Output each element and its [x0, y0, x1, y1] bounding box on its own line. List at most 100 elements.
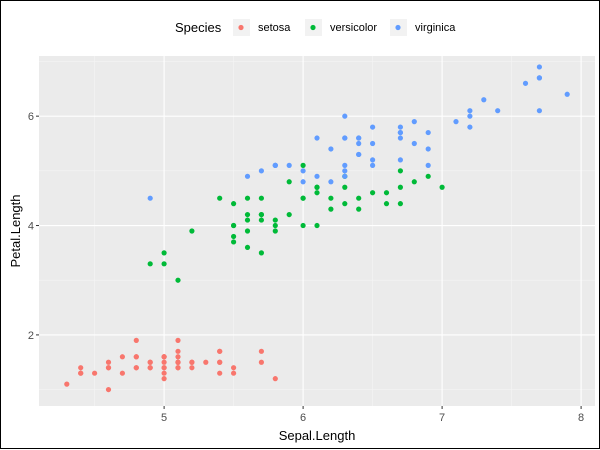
point-virginica: [481, 97, 487, 103]
point-versicolor: [397, 168, 403, 174]
point-versicolor: [231, 201, 237, 207]
point-versicolor: [397, 201, 403, 207]
y-tick-label: 2: [28, 330, 34, 342]
point-versicolor: [258, 211, 264, 218]
legend-label-versicolor: versicolor: [330, 22, 377, 34]
point-setosa: [175, 348, 181, 354]
point-setosa: [147, 365, 153, 371]
point-virginica: [342, 168, 348, 174]
point-versicolor: [217, 195, 223, 201]
point-versicolor: [231, 233, 237, 240]
point-virginica: [411, 119, 417, 125]
point-virginica: [286, 162, 292, 168]
point-setosa: [92, 370, 98, 376]
x-tick-label: 7: [439, 412, 445, 424]
point-setosa: [175, 354, 181, 360]
point-setosa: [64, 381, 70, 387]
point-virginica: [536, 75, 543, 81]
point-virginica: [258, 168, 264, 174]
point-setosa: [272, 376, 278, 382]
point-setosa: [161, 370, 167, 376]
grid-minor: [39, 56, 595, 406]
point-setosa: [189, 359, 195, 365]
point-virginica: [411, 140, 417, 147]
point-versicolor: [272, 217, 278, 223]
point-setosa: [175, 337, 181, 343]
point-setosa: [133, 354, 139, 360]
point-versicolor: [370, 190, 376, 196]
point-versicolor: [314, 222, 320, 229]
point-versicolor: [300, 162, 306, 168]
point-versicolor: [383, 201, 390, 207]
point-versicolor: [314, 190, 320, 196]
point-virginica: [397, 135, 403, 141]
point-virginica: [397, 157, 403, 163]
point-virginica: [272, 162, 278, 168]
point-versicolor: [272, 228, 278, 234]
point-setosa: [189, 365, 195, 371]
point-setosa: [161, 354, 167, 360]
point-versicolor: [286, 211, 292, 218]
point-versicolor: [244, 228, 251, 234]
point-setosa: [161, 365, 167, 371]
point-setosa: [258, 359, 264, 365]
point-versicolor: [189, 228, 195, 234]
point-virginica: [370, 124, 376, 130]
point-virginica: [467, 113, 473, 119]
x-tick-label: 5: [161, 412, 167, 424]
point-setosa: [105, 359, 112, 365]
point-versicolor: [439, 184, 445, 190]
point-versicolor: [231, 222, 237, 229]
point-virginica: [397, 124, 403, 130]
point-virginica: [328, 179, 334, 185]
point-versicolor: [258, 195, 264, 201]
point-versicolor: [356, 195, 362, 201]
point-versicolor: [175, 277, 181, 283]
point-setosa: [175, 359, 181, 365]
point-setosa: [105, 386, 112, 393]
point-virginica: [300, 179, 306, 185]
point-setosa: [203, 359, 209, 365]
y-tick-label: 6: [28, 111, 34, 123]
point-virginica: [314, 135, 320, 141]
x-axis-ticks: 5 6 7 8: [161, 406, 584, 424]
point-virginica: [328, 146, 334, 152]
point-versicolor: [300, 195, 306, 201]
point-virginica: [522, 80, 529, 86]
point-setosa: [78, 365, 84, 371]
legend-label-virginica: virginica: [415, 22, 456, 34]
point-setosa: [258, 348, 264, 354]
point-setosa: [78, 370, 84, 376]
point-virginica: [536, 64, 543, 70]
point-virginica: [495, 108, 501, 114]
point-versicolor: [161, 250, 167, 256]
point-setosa: [133, 365, 139, 371]
point-virginica: [342, 135, 348, 141]
point-setosa: [231, 365, 237, 371]
point-virginica: [453, 119, 459, 125]
point-versicolor: [411, 179, 417, 185]
data-points: [64, 64, 570, 393]
point-setosa: [217, 359, 223, 365]
y-axis-ticks: 2 4 6: [28, 111, 39, 342]
point-versicolor: [244, 217, 251, 223]
point-versicolor: [425, 173, 431, 179]
point-setosa: [175, 365, 181, 371]
point-virginica: [370, 157, 376, 163]
point-virginica: [342, 162, 348, 168]
point-virginica: [356, 135, 362, 141]
legend-title: Species: [175, 20, 222, 35]
point-setosa: [133, 337, 139, 343]
y-tick-label: 4: [28, 221, 34, 233]
point-virginica: [425, 162, 431, 168]
point-setosa: [119, 354, 125, 360]
x-tick-label: 6: [300, 412, 306, 424]
legend-key-virginica: [395, 24, 401, 31]
legend-key-setosa: [238, 24, 244, 31]
point-virginica: [342, 113, 348, 119]
point-virginica: [314, 173, 320, 179]
point-virginica: [370, 140, 376, 147]
point-setosa: [105, 365, 112, 371]
